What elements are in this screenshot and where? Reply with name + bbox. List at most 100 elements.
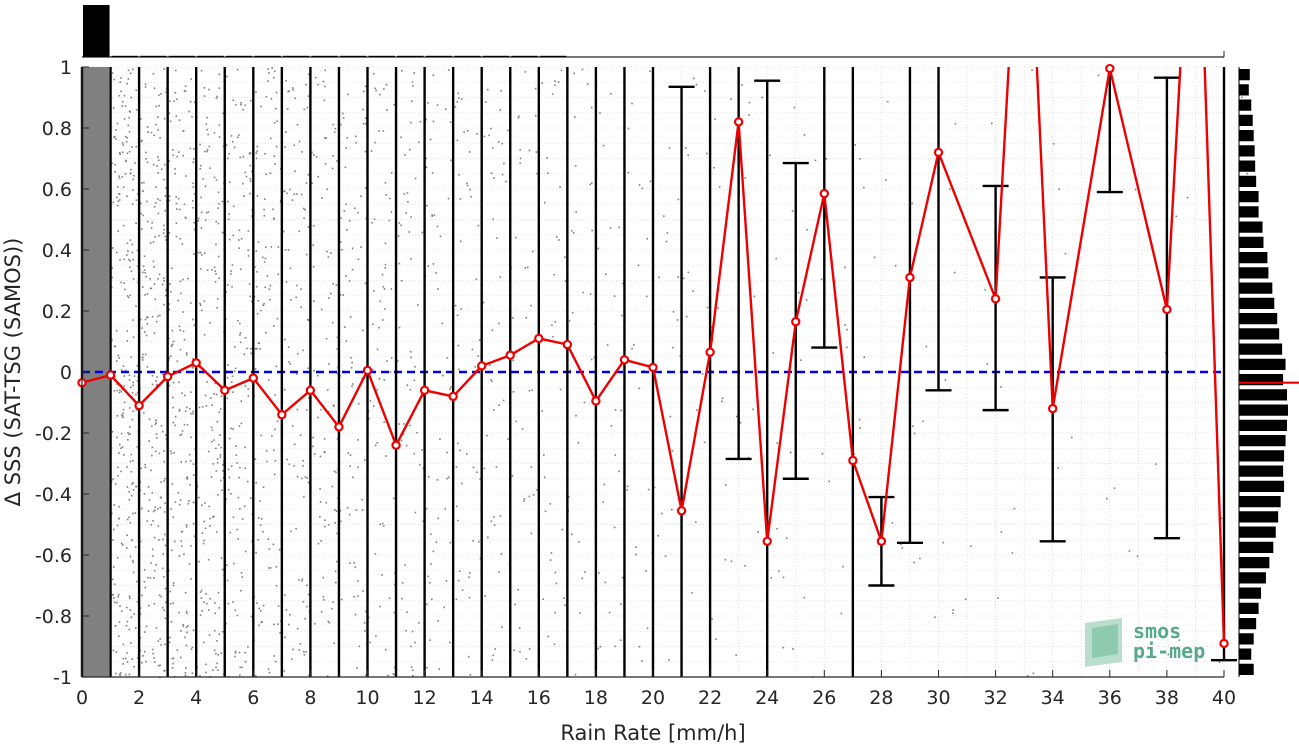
scatter-point	[140, 140, 143, 143]
scatter-point	[263, 208, 265, 211]
scatter-point	[376, 348, 379, 351]
scatter-point	[218, 136, 221, 138]
scatter-point	[185, 667, 187, 669]
scatter-point	[328, 621, 331, 624]
scatter-point	[139, 607, 142, 609]
right-histogram-bar	[1239, 84, 1249, 96]
scatter-point	[840, 612, 843, 615]
scatter-point	[119, 674, 121, 676]
scatter-point	[472, 466, 475, 469]
scatter-point	[169, 283, 171, 285]
scatter-point	[349, 465, 351, 467]
scatter-point	[1136, 555, 1139, 558]
scatter-point	[170, 344, 173, 347]
scatter-point	[844, 266, 846, 269]
scatter-point	[1134, 188, 1137, 191]
scatter-point	[179, 434, 182, 437]
scatter-point	[216, 306, 218, 309]
scatter-point	[130, 270, 133, 272]
scatter-point	[244, 446, 246, 448]
scatter-point	[132, 68, 134, 71]
scatter-point	[132, 258, 134, 261]
scatter-point	[165, 187, 167, 189]
scatter-point	[326, 675, 329, 677]
scatter-point	[805, 299, 808, 301]
scatter-point	[382, 286, 385, 288]
scatter-point	[400, 136, 402, 139]
scatter-point	[1246, 172, 1249, 175]
scatter-point	[463, 131, 465, 134]
scatter-point	[499, 109, 502, 111]
mean-marker	[990, 294, 1001, 304]
scatter-point	[458, 570, 461, 572]
scatter-point	[626, 489, 628, 491]
scatter-point	[227, 468, 230, 471]
scatter-point	[346, 136, 349, 139]
scatter-point	[165, 294, 167, 297]
scatter-point	[147, 510, 150, 513]
scatter-point	[333, 405, 335, 407]
mean-marker	[362, 365, 373, 376]
scatter-point	[217, 191, 220, 194]
scatter-point	[894, 264, 897, 267]
scatter-point	[255, 551, 257, 554]
scatter-point	[364, 187, 367, 189]
scatter-point	[919, 557, 921, 560]
scatter-point	[484, 595, 486, 597]
scatter-point	[178, 503, 181, 506]
scatter-point	[260, 434, 263, 437]
scatter-point	[334, 570, 337, 573]
scatter-point	[203, 300, 206, 302]
scatter-point	[161, 606, 164, 609]
scatter-point	[209, 525, 211, 527]
scatter-point	[422, 520, 425, 523]
scatter-point	[125, 160, 127, 163]
scatter-point	[122, 365, 125, 367]
scatter-point	[268, 288, 271, 291]
scatter-point	[187, 503, 190, 505]
scatter-point	[333, 642, 335, 645]
scatter-point	[342, 294, 345, 296]
scatter-point	[125, 159, 127, 162]
right-histogram-bar	[1239, 450, 1285, 462]
scatter-point	[190, 648, 193, 651]
scatter-point	[803, 596, 806, 599]
scatter-point	[185, 526, 188, 528]
scatter-point	[597, 247, 600, 250]
scatter-point	[163, 609, 166, 612]
scatter-point	[129, 597, 131, 600]
scatter-point	[231, 264, 234, 266]
scatter-point	[416, 431, 418, 434]
scatter-point	[501, 173, 504, 176]
x-tick-label: 8	[304, 687, 316, 709]
scatter-point	[317, 542, 320, 545]
scatter-point	[135, 222, 137, 225]
scatter-point	[419, 120, 422, 123]
scatter-point	[620, 603, 622, 605]
scatter-point	[242, 182, 244, 185]
scatter-point	[442, 374, 444, 377]
scatter-point	[292, 648, 294, 651]
scatter-point	[488, 364, 491, 366]
scatter-point	[386, 109, 388, 111]
scatter-point	[524, 71, 527, 73]
scatter-point	[247, 388, 249, 390]
scatter-point	[355, 135, 357, 138]
scatter-point	[118, 177, 121, 180]
scatter-point	[254, 368, 257, 370]
scatter-point	[129, 172, 132, 175]
scatter-point	[163, 224, 165, 227]
scatter-point	[213, 649, 216, 652]
scatter-point	[514, 603, 516, 606]
scatter-point	[411, 81, 414, 83]
scatter-point	[1113, 487, 1116, 489]
scatter-point	[240, 422, 243, 425]
x-tick-label: 30	[926, 687, 950, 709]
scatter-point	[427, 476, 430, 478]
scatter-point	[421, 449, 423, 451]
scatter-point	[315, 155, 318, 158]
scatter-point	[115, 129, 117, 131]
scatter-point	[323, 137, 326, 139]
scatter-point	[378, 130, 380, 132]
scatter-point	[141, 507, 143, 510]
